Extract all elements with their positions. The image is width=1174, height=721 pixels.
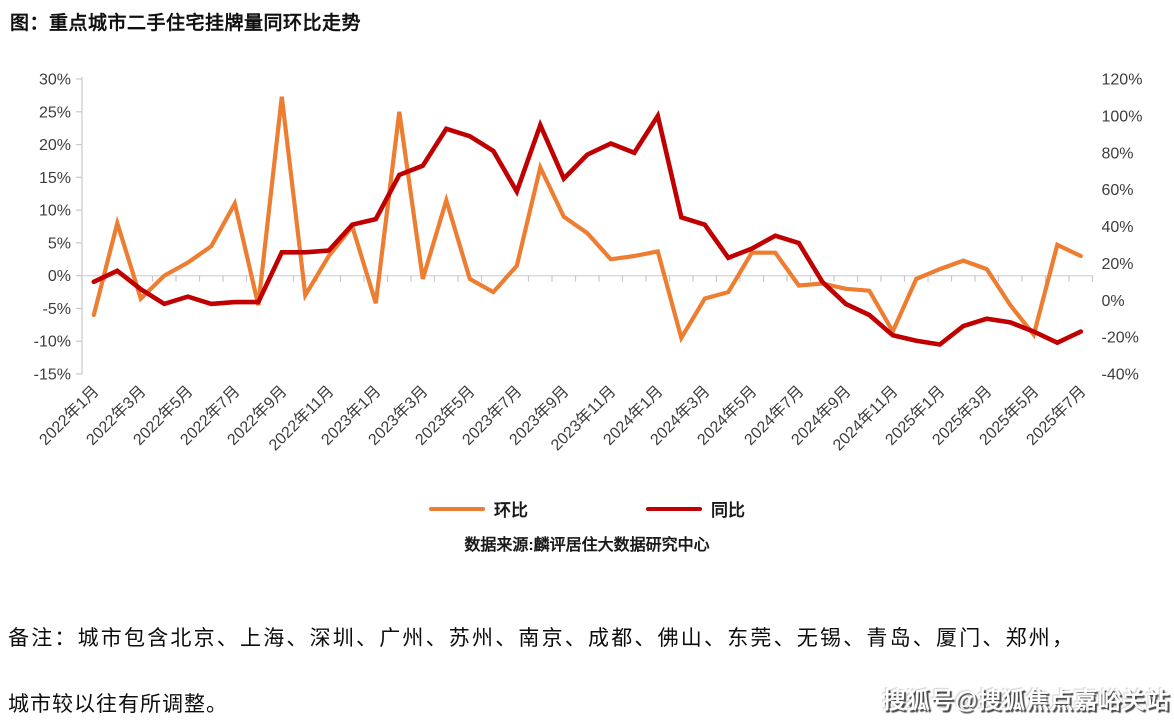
- chart-title: 图：重点城市二手住宅挂牌量同环比走势: [10, 13, 362, 34]
- note-line-2: 城市较以往有所调整。: [8, 692, 228, 716]
- series-line-mom: [91, 96, 1083, 344]
- line-chart: 30% 25% 20% 15% 10% 5% 0% -5% -10% -15% 120% 100% 80…: [34, 72, 1143, 455]
- y-axis-right-tick: 120%: [1102, 72, 1143, 89]
- legend-line-swatch: [646, 506, 702, 511]
- y-axis-left-tick: 10%: [39, 203, 71, 220]
- legend-line-swatch: [429, 506, 485, 511]
- y-axis-left-labels: 30% 25% 20% 15% 10% 5% 0% -5% -10% -15%: [34, 72, 71, 384]
- y-axis-left-tick: 25%: [39, 104, 71, 121]
- legend-label: 环比: [494, 501, 528, 520]
- y-axis-left-tick: -10%: [34, 334, 71, 351]
- series-line-yoy: [91, 110, 1084, 347]
- y-axis-right-tick: 0%: [1102, 293, 1125, 310]
- legend-item-同比: 同比: [646, 496, 745, 521]
- y-axis-right-tick: -40%: [1102, 367, 1139, 384]
- source-caption: 数据来源:麟评居住大数据研究中心: [464, 537, 710, 554]
- x-axis-labels: 2022年1月2022年3月2022年5月2022年7月2022年9月2022年…: [36, 382, 1090, 454]
- y-axis-left-tick: -15%: [34, 367, 71, 384]
- note-line-1: 备注：城市包含北京、上海、深圳、广州、苏州、南京、成都、佛山、东莞、无锡、青岛、…: [8, 626, 1076, 650]
- y-axis-left-tick: 30%: [39, 72, 71, 89]
- y-axis-right-tick: 80%: [1102, 145, 1134, 162]
- y-axis-left-tick: 0%: [48, 268, 71, 285]
- chart-legend: 环比 同比: [0, 496, 1174, 521]
- y-axis-right-labels: 120% 100% 80% 60% 40% 20% 0% -20% -40%: [1102, 72, 1143, 384]
- y-axis-right-tick: 20%: [1102, 256, 1134, 273]
- axes: [76, 77, 1094, 375]
- watermark: 搜狐号@搜狐焦点嘉峪关站: [882, 687, 1170, 713]
- y-axis-right-tick: 100%: [1102, 108, 1143, 125]
- y-axis-left-tick: 15%: [39, 170, 71, 187]
- legend-item-环比: 环比: [429, 496, 528, 521]
- y-axis-right-tick: 60%: [1102, 182, 1134, 199]
- y-axis-right-tick: -20%: [1102, 330, 1139, 347]
- y-axis-left-tick: 5%: [48, 235, 71, 252]
- legend-label: 同比: [711, 501, 745, 520]
- y-axis-left-tick: -5%: [43, 301, 71, 318]
- y-axis-left-tick: 20%: [39, 137, 71, 154]
- y-axis-right-tick: 40%: [1102, 219, 1134, 236]
